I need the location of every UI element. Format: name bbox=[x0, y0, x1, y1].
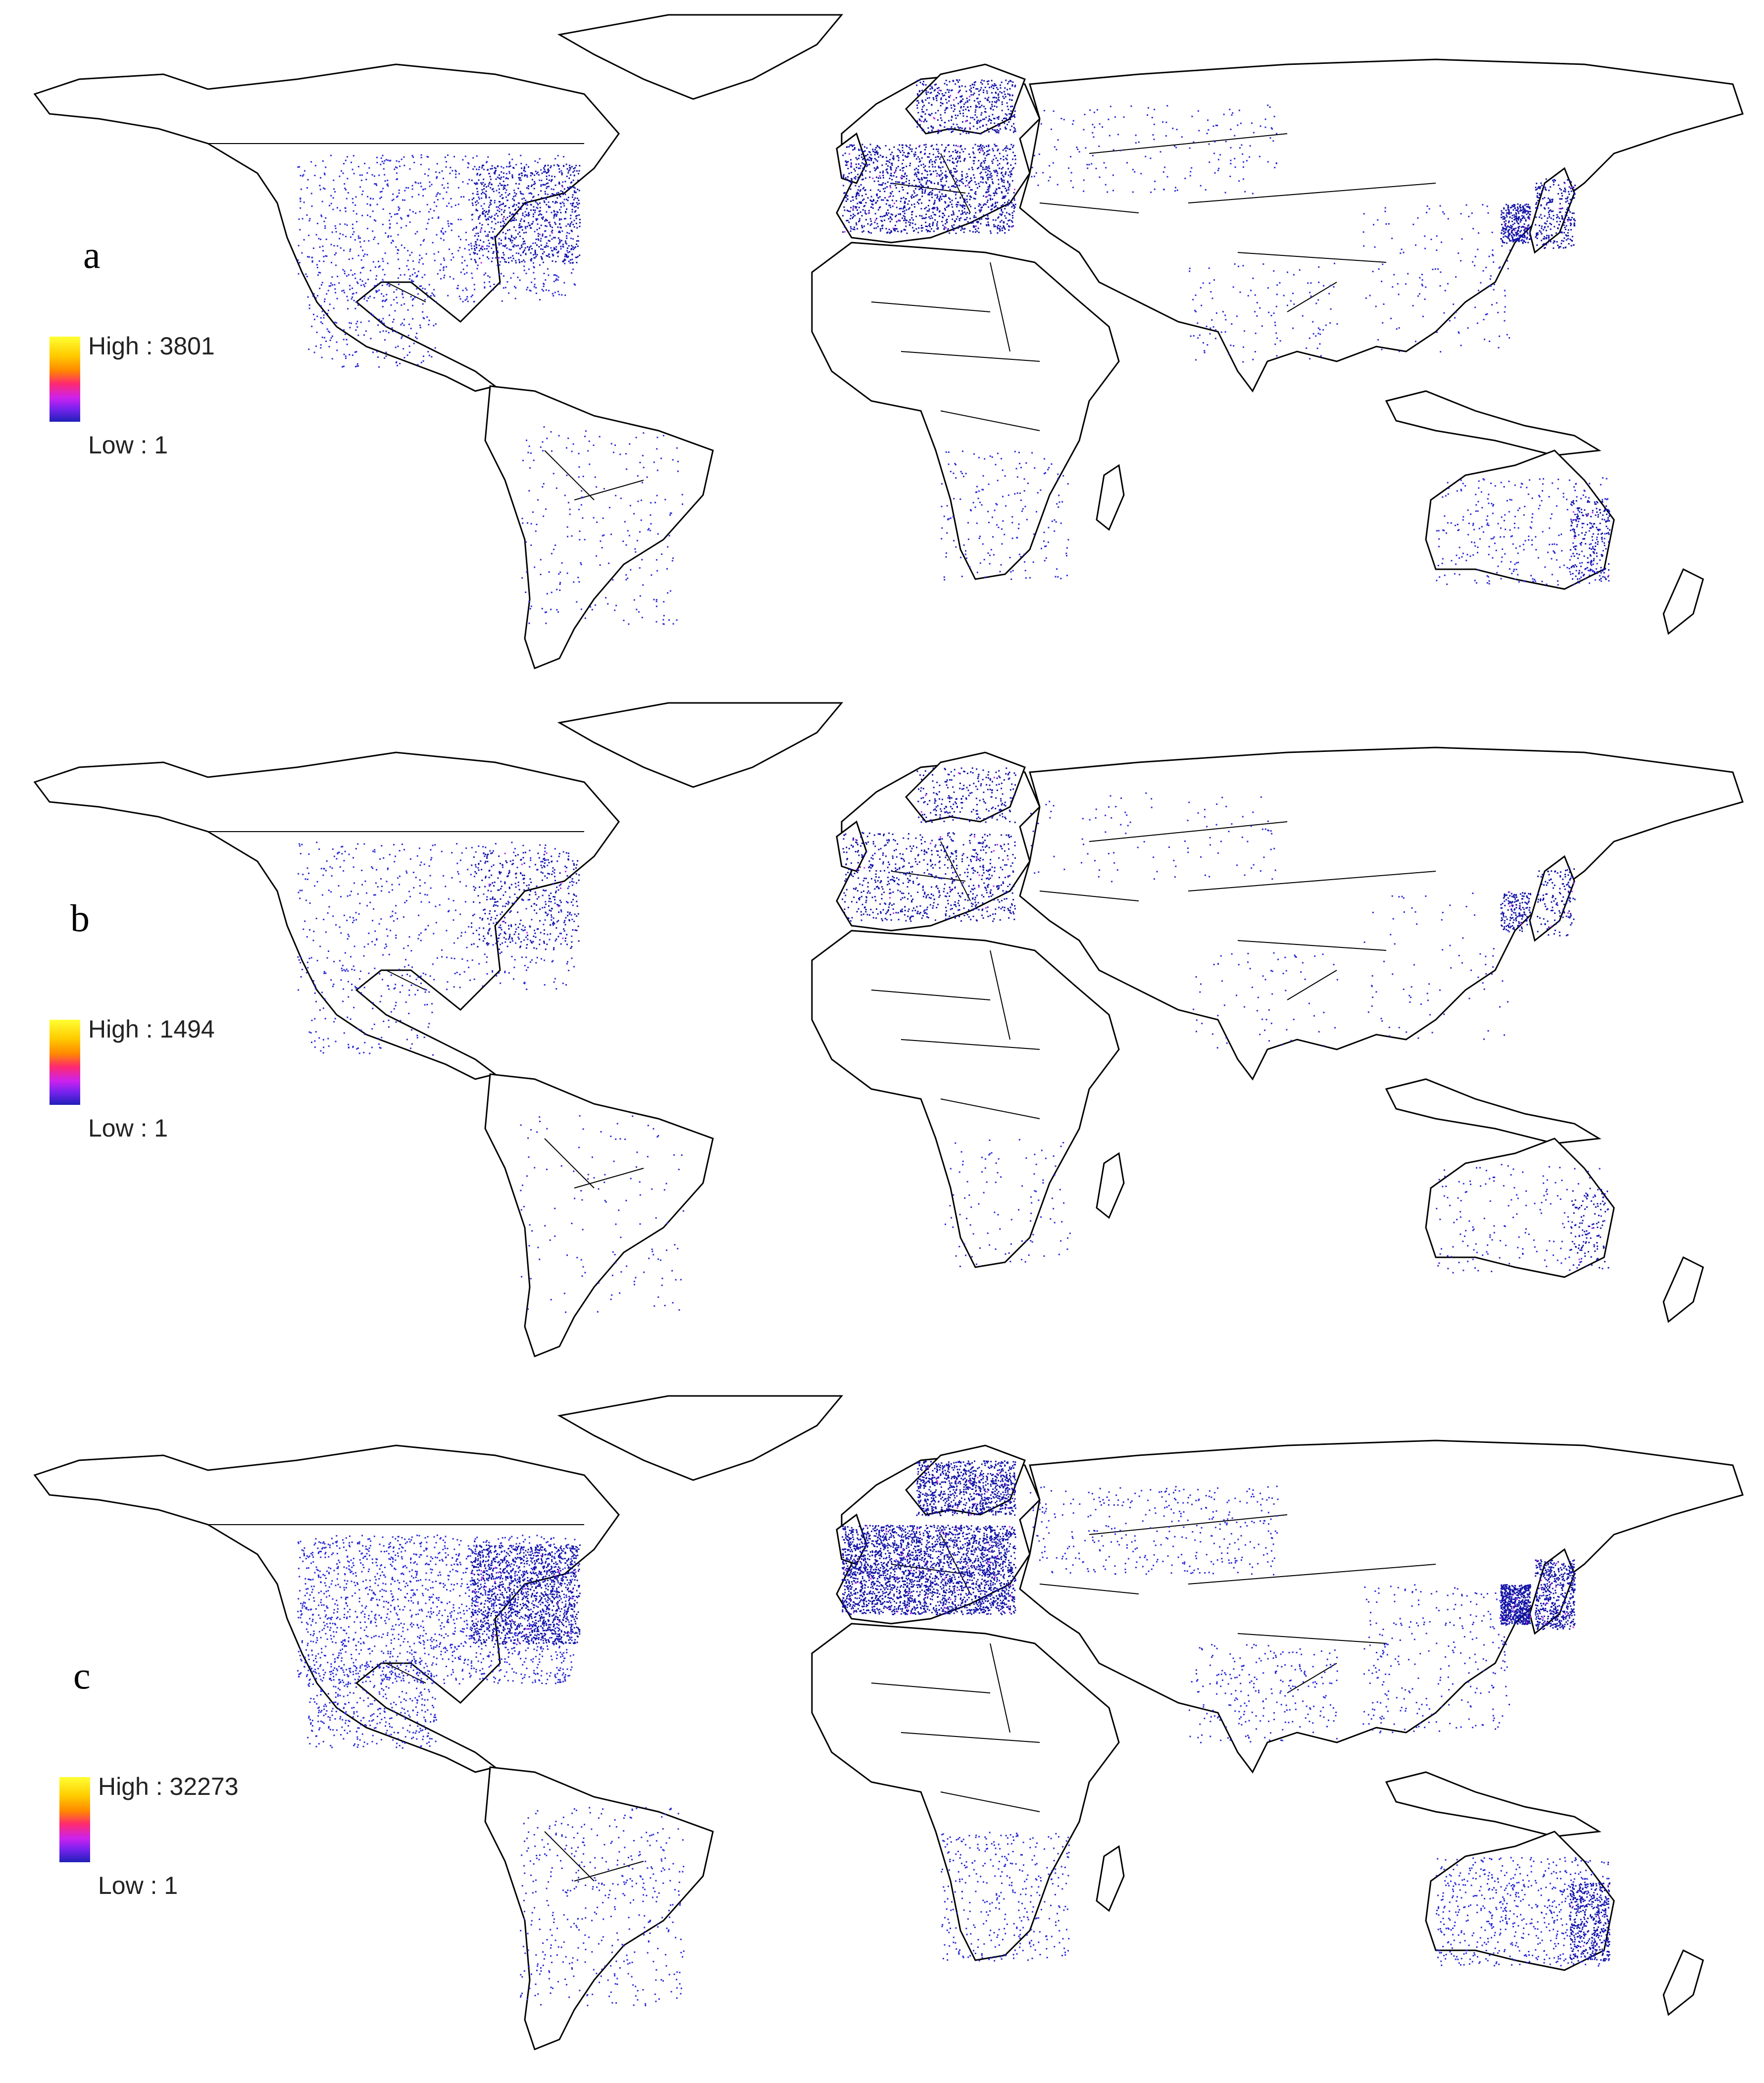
country-border bbox=[386, 970, 426, 991]
landmass-greenland bbox=[557, 702, 844, 788]
country-border bbox=[1188, 1564, 1436, 1585]
landmass-greenland bbox=[557, 14, 844, 100]
country-border bbox=[990, 262, 1010, 352]
landmass-japan bbox=[1529, 855, 1575, 942]
world-map-a bbox=[33, 14, 1744, 669]
country-border bbox=[990, 950, 1010, 1040]
landmass-australia bbox=[1425, 1138, 1615, 1278]
country-border bbox=[871, 301, 991, 312]
landmass-indonesia bbox=[1385, 1078, 1602, 1144]
landmass-south-america bbox=[484, 385, 714, 669]
country-border bbox=[574, 480, 644, 500]
legend-low-b: Low : 1 bbox=[88, 1114, 168, 1142]
country-border bbox=[1287, 970, 1337, 1000]
landmass-north-america bbox=[33, 1444, 620, 1773]
color-ramp-b bbox=[50, 1020, 80, 1105]
panel-label-b: b bbox=[70, 896, 90, 940]
landmass-south-america bbox=[484, 1766, 714, 2050]
landmass-new-zealand bbox=[1663, 1949, 1704, 2016]
landmass-north-america bbox=[33, 751, 620, 1080]
map-panel-a: a High : 3801 Low : 1 bbox=[0, 5, 1764, 688]
country-border bbox=[1237, 252, 1387, 263]
legend-high-c: High : 32273 bbox=[98, 1773, 239, 1800]
panel-label-a: a bbox=[83, 233, 101, 276]
landmass-africa bbox=[811, 242, 1120, 580]
landmass-south-america bbox=[484, 1073, 714, 1357]
country-border bbox=[1287, 1663, 1337, 1693]
landmass-new-zealand bbox=[1663, 1256, 1704, 1323]
landmass-africa bbox=[811, 930, 1120, 1268]
legend-b: High : 1494 Low : 1 bbox=[50, 1015, 257, 1143]
country-border bbox=[1039, 1584, 1139, 1594]
country-border bbox=[1089, 133, 1288, 154]
country-border bbox=[871, 990, 991, 1000]
legend-high-b: High : 1494 bbox=[88, 1015, 215, 1043]
country-border bbox=[1287, 282, 1337, 312]
landmass-madagascar bbox=[1096, 1845, 1125, 1912]
legend-a: High : 3801 Low : 1 bbox=[50, 332, 257, 460]
landmass-indonesia bbox=[1385, 1771, 1602, 1837]
landmass-asia bbox=[1019, 58, 1744, 393]
landmass-madagascar bbox=[1096, 464, 1125, 531]
country-border bbox=[1089, 821, 1288, 842]
country-border bbox=[901, 1732, 1040, 1743]
country-border bbox=[1089, 1514, 1288, 1535]
legend-high-a: High : 3801 bbox=[88, 332, 215, 360]
legend-low-c: Low : 1 bbox=[98, 1872, 178, 1899]
legend-low-a: Low : 1 bbox=[88, 431, 168, 459]
density-points bbox=[297, 1460, 1611, 2006]
country-border bbox=[544, 1138, 595, 1189]
legend-c: High : 32273 Low : 1 bbox=[59, 1772, 267, 1901]
density-points bbox=[297, 79, 1611, 625]
landmass-scandinavia bbox=[905, 751, 1026, 823]
world-map-b bbox=[33, 702, 1744, 1357]
panel-label-c: c bbox=[73, 1654, 91, 1697]
country-border bbox=[1188, 183, 1436, 203]
country-border bbox=[1039, 202, 1139, 213]
country-border bbox=[386, 282, 426, 302]
world-map-c bbox=[33, 1395, 1744, 2050]
country-border bbox=[1039, 891, 1139, 901]
country-border bbox=[1237, 940, 1387, 951]
country-border bbox=[1237, 1633, 1387, 1644]
landmass-asia bbox=[1019, 746, 1744, 1081]
country-border bbox=[1188, 871, 1436, 892]
landmass-madagascar bbox=[1096, 1152, 1125, 1219]
country-border bbox=[940, 1098, 1040, 1119]
country-border bbox=[544, 1831, 595, 1882]
country-border bbox=[871, 1683, 991, 1693]
map-panel-b: b High : 1494 Low : 1 bbox=[0, 693, 1764, 1376]
map-panel-c: c High : 32273 Low : 1 bbox=[0, 1386, 1764, 2069]
country-border bbox=[544, 450, 595, 500]
color-ramp-a bbox=[50, 337, 80, 422]
country-border bbox=[574, 1168, 644, 1189]
country-border bbox=[901, 1039, 1040, 1050]
country-border bbox=[901, 351, 1040, 362]
country-border bbox=[940, 1791, 1040, 1812]
landmass-greenland bbox=[557, 1395, 844, 1481]
landmass-indonesia bbox=[1385, 390, 1602, 456]
country-border bbox=[574, 1861, 644, 1882]
country-border bbox=[386, 1663, 426, 1684]
landmass-uk bbox=[836, 820, 867, 872]
density-points bbox=[297, 767, 1610, 1313]
country-border bbox=[990, 1643, 1010, 1733]
country-border bbox=[940, 410, 1040, 431]
color-ramp-c bbox=[59, 1777, 90, 1862]
landmass-new-zealand bbox=[1663, 568, 1704, 635]
landmass-africa bbox=[811, 1623, 1120, 1961]
